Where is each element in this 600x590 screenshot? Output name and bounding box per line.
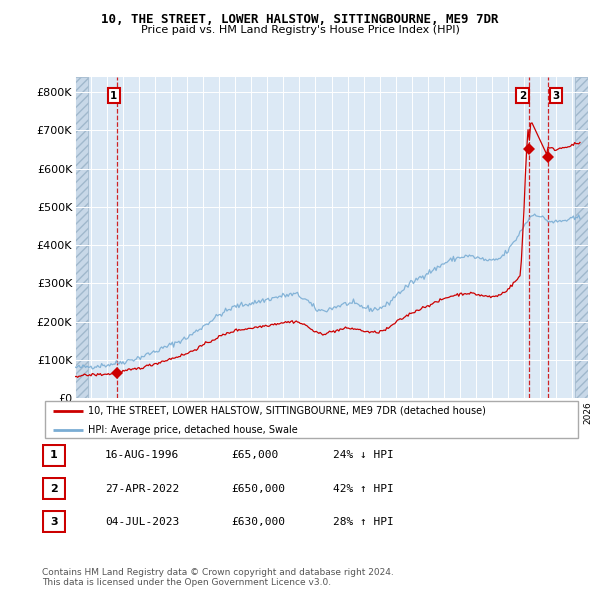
Text: 24% ↓ HPI: 24% ↓ HPI bbox=[333, 451, 394, 460]
FancyBboxPatch shape bbox=[43, 445, 65, 466]
Text: £650,000: £650,000 bbox=[231, 484, 285, 493]
Text: 2: 2 bbox=[519, 91, 526, 101]
FancyBboxPatch shape bbox=[45, 401, 578, 438]
FancyBboxPatch shape bbox=[43, 511, 65, 532]
Text: 16-AUG-1996: 16-AUG-1996 bbox=[105, 451, 179, 460]
FancyBboxPatch shape bbox=[43, 478, 65, 499]
Text: 42% ↑ HPI: 42% ↑ HPI bbox=[333, 484, 394, 493]
Text: HPI: Average price, detached house, Swale: HPI: Average price, detached house, Swal… bbox=[88, 425, 298, 434]
Text: 04-JUL-2023: 04-JUL-2023 bbox=[105, 517, 179, 526]
Bar bbox=[75, 77, 88, 398]
Text: Contains HM Land Registry data © Crown copyright and database right 2024.
This d: Contains HM Land Registry data © Crown c… bbox=[42, 568, 394, 587]
Text: £630,000: £630,000 bbox=[231, 517, 285, 526]
Text: Price paid vs. HM Land Registry's House Price Index (HPI): Price paid vs. HM Land Registry's House … bbox=[140, 25, 460, 35]
Text: 3: 3 bbox=[50, 517, 58, 526]
Text: 28% ↑ HPI: 28% ↑ HPI bbox=[333, 517, 394, 526]
Text: 1: 1 bbox=[110, 91, 118, 101]
Text: 27-APR-2022: 27-APR-2022 bbox=[105, 484, 179, 493]
Text: 10, THE STREET, LOWER HALSTOW, SITTINGBOURNE, ME9 7DR: 10, THE STREET, LOWER HALSTOW, SITTINGBO… bbox=[101, 13, 499, 26]
Text: 10, THE STREET, LOWER HALSTOW, SITTINGBOURNE, ME9 7DR (detached house): 10, THE STREET, LOWER HALSTOW, SITTINGBO… bbox=[88, 406, 486, 416]
Text: £65,000: £65,000 bbox=[231, 451, 278, 460]
Text: 1: 1 bbox=[50, 451, 58, 460]
Bar bbox=[575, 77, 588, 398]
Text: 3: 3 bbox=[553, 91, 560, 101]
Text: 2: 2 bbox=[50, 484, 58, 493]
